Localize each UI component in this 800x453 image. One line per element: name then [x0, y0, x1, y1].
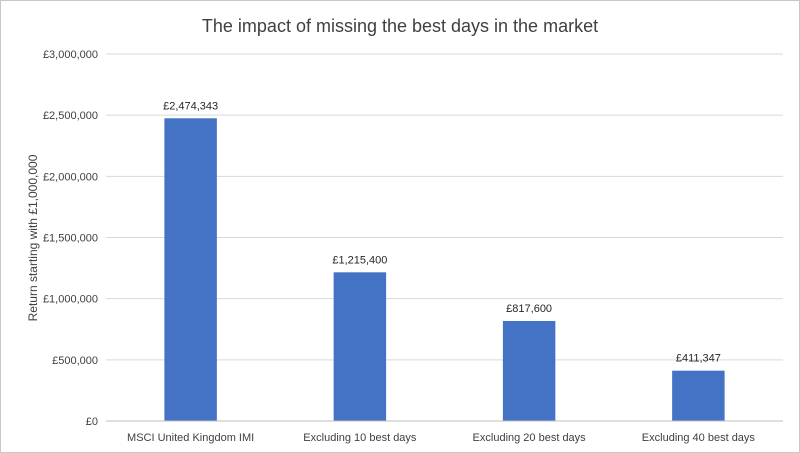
- bar: [164, 118, 217, 422]
- bar: [502, 320, 556, 421]
- data-label: £411,347: [676, 353, 721, 365]
- category-label: Excluding 20 best days: [473, 432, 587, 444]
- chart-title: The impact of missing the best days in t…: [202, 16, 598, 36]
- y-axis-label: Return starting with £1,000,000: [26, 154, 40, 321]
- data-label: £2,474,343: [163, 100, 218, 112]
- gridlines: [106, 53, 783, 361]
- category-label: Excluding 40 best days: [642, 432, 756, 444]
- data-labels: £2,474,343 £1,215,400 £817,600 £411,347: [163, 100, 721, 364]
- category-label: MSCI United Kingdom IMI: [127, 432, 254, 444]
- bars: [164, 118, 725, 422]
- y-tick-label: £1,000,000: [43, 294, 98, 306]
- y-tick-label: £2,000,000: [43, 171, 98, 183]
- data-label: £1,215,400: [332, 254, 387, 266]
- y-tick-label: £3,000,000: [43, 49, 98, 61]
- category-label: Excluding 10 best days: [303, 432, 417, 444]
- bar: [672, 370, 725, 421]
- y-tick-labels: £0 £500,000 £1,000,000 £1,500,000 £2,000,000…: [43, 49, 98, 428]
- bar: [333, 272, 387, 421]
- y-tick-label: £2,500,000: [43, 110, 98, 122]
- data-label: £817,600: [506, 303, 552, 315]
- y-tick-label: £0: [86, 416, 98, 428]
- category-labels: MSCI United Kingdom IMI Excluding 10 best…: [127, 432, 755, 444]
- y-tick-label: £1,500,000: [43, 233, 98, 245]
- y-tick-label: £500,000: [52, 355, 98, 367]
